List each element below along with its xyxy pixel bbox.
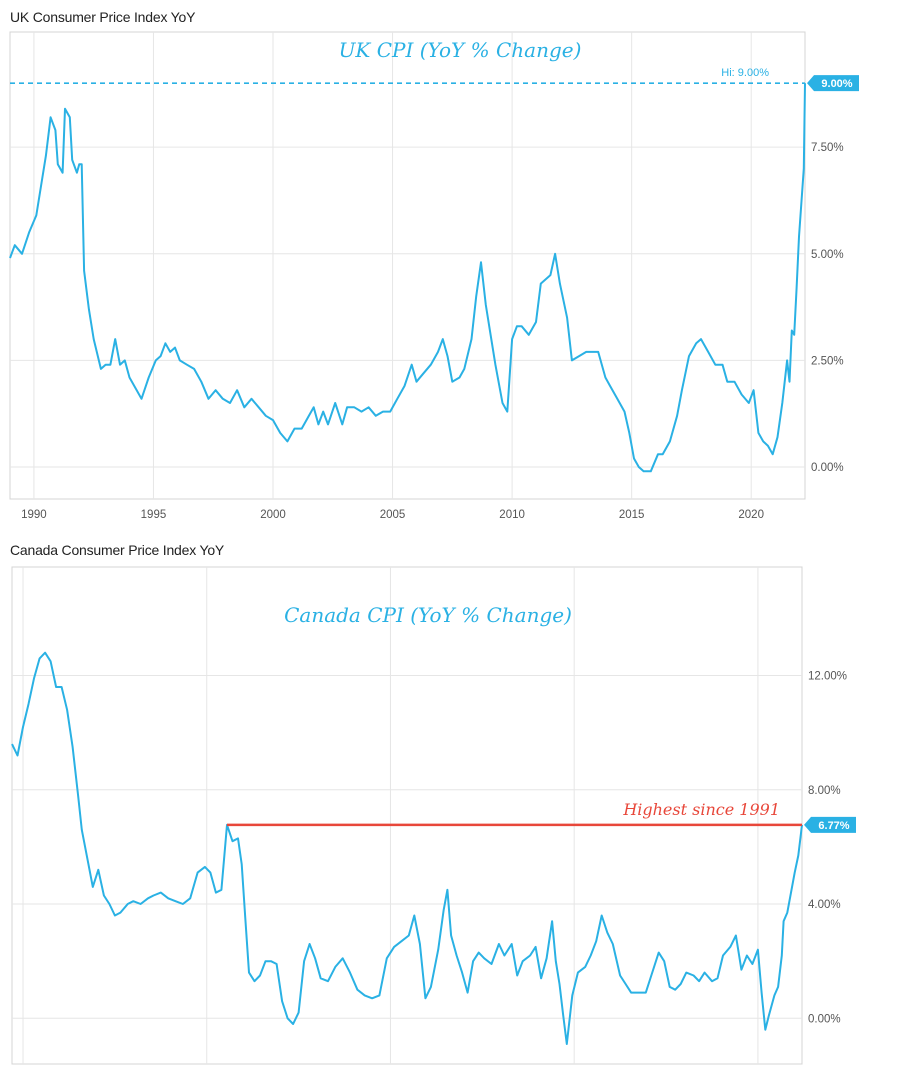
uk-cpi-panel: UK Consumer Price Index YoY Hi: 9.00% 19… — [0, 0, 900, 530]
canada-y-tick-label: 8.00% — [808, 785, 841, 797]
uk-last-value-label: 9.00% — [821, 78, 852, 90]
uk-y-tick-label: 7.50% — [811, 142, 844, 154]
uk-chart-title: UK Consumer Price Index YoY — [10, 9, 196, 25]
uk-x-tick-label: 2000 — [260, 509, 286, 521]
canada-cpi-panel: Canada Consumer Price Index YoY Highest … — [0, 530, 900, 1065]
uk-cpi-line — [9, 83, 806, 473]
uk-y-tick-label: 5.00% — [811, 249, 844, 261]
canada-plot-area — [11, 566, 803, 1065]
uk-last-value-flag — [807, 75, 859, 92]
uk-x-tick-label: 2005 — [380, 509, 406, 521]
canada-last-value-label: 6.77% — [818, 820, 849, 832]
uk-high-label: Hi: 9.00% — [721, 67, 769, 79]
canada-y-tick-label: 12.00% — [808, 671, 847, 683]
canada-cpi-chart: Highest since 1991 19801990200020102020 … — [11, 566, 856, 1065]
uk-plot-area — [9, 31, 806, 500]
canada-cpi-line — [11, 651, 803, 1045]
uk-x-tick-label: 2020 — [738, 509, 764, 521]
canada-y-tick-label: 0.00% — [808, 1013, 841, 1025]
uk-y-tick-label: 0.00% — [811, 462, 844, 474]
uk-x-tick-label: 2015 — [619, 509, 645, 521]
canada-last-value-flag — [804, 816, 856, 833]
uk-cpi-chart: Hi: 9.00% 1990 1995 2000 2005 2010 2015 2020 0… — [9, 31, 859, 521]
canada-highest-since-annotation: Highest since 1991 — [622, 800, 780, 819]
uk-x-tick-label: 1995 — [141, 509, 167, 521]
uk-inner-title: UK CPI (YoY % Change) — [339, 38, 582, 62]
canada-y-tick-label: 4.00% — [808, 899, 841, 911]
uk-x-tick-label: 1990 — [21, 509, 47, 521]
uk-y-tick-label: 2.50% — [811, 355, 844, 367]
canada-inner-title: Canada CPI (YoY % Change) — [284, 603, 572, 627]
canada-chart-title: Canada Consumer Price Index YoY — [10, 542, 225, 558]
uk-x-tick-label: 2010 — [499, 509, 525, 521]
